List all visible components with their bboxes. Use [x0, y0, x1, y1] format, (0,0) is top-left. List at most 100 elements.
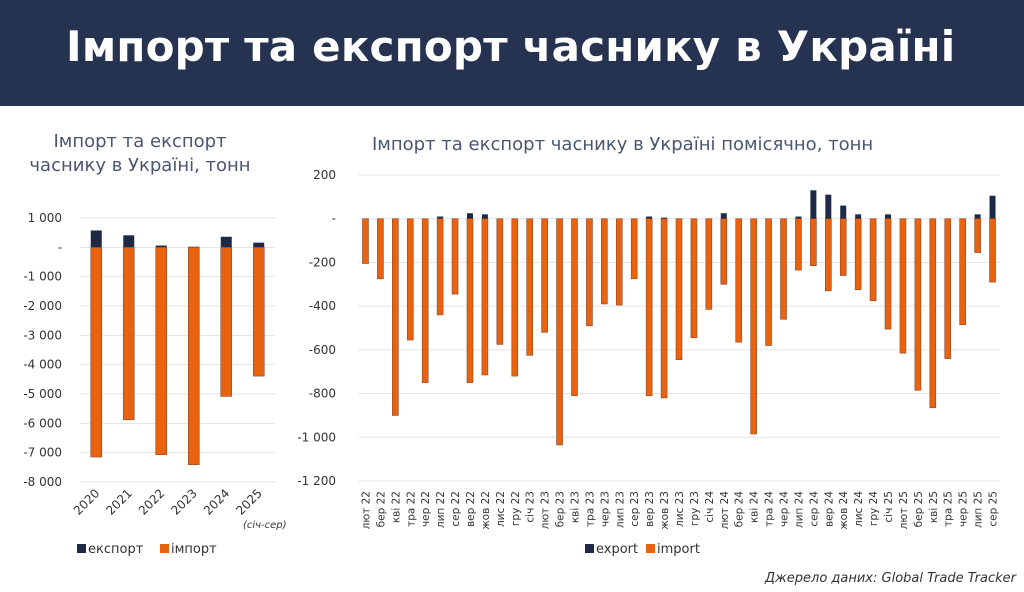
x-tick-label: січ 24: [704, 491, 716, 523]
import-bar: [556, 218, 563, 446]
legend-label-import: import: [657, 542, 700, 557]
import-bar: [571, 218, 578, 397]
y-tick-label: -3 000: [23, 328, 62, 342]
legend-swatch-export: [585, 544, 594, 553]
x-tick-label: жов 24: [838, 491, 850, 530]
import-bar: [155, 247, 168, 456]
import-bar: [392, 218, 399, 416]
import-bar: [914, 218, 922, 391]
x-tick-label: лип 23: [614, 491, 626, 528]
x-tick-label: тра 22: [405, 491, 417, 527]
x-tick-label: лис 23: [674, 491, 686, 527]
import-bar: [252, 247, 265, 377]
export-bar: [989, 195, 996, 219]
y-tick-label: -2 000: [23, 299, 62, 313]
export-bar: [646, 216, 653, 219]
import-bar: [466, 218, 474, 383]
export-bar: [253, 242, 265, 248]
x-tick-label: бер 25: [913, 491, 925, 527]
import-bar: [187, 247, 200, 465]
import-bar: [421, 218, 429, 383]
x-tick-label: гру 23: [689, 491, 701, 526]
x-tick-label: сер 22: [450, 491, 462, 527]
y-tick-label: -6 000: [23, 416, 62, 430]
x-tick-label: чер 25: [958, 491, 970, 527]
x-tick-label: січ 25: [883, 491, 895, 523]
legend-swatch-import: [646, 544, 655, 553]
import-bar: [854, 218, 862, 291]
x-tick-label: лип 22: [435, 491, 447, 528]
x-tick-label: 2020: [71, 486, 102, 517]
x-tick-label: лют 22: [360, 491, 372, 529]
x-tick-label: тра 25: [943, 491, 955, 527]
x-tick-label: 2022: [136, 486, 167, 517]
x-tick-label: сер 25: [988, 491, 1000, 527]
import-bar: [974, 218, 981, 253]
import-bar: [436, 218, 444, 316]
export-bar: [974, 214, 981, 219]
y-tick-label: -8 000: [23, 475, 62, 489]
x-tick-label: тра 23: [584, 491, 596, 527]
x-tick-label: бер 23: [555, 491, 567, 527]
import-bar: [586, 218, 593, 327]
import-bar: [944, 218, 952, 359]
y-tick-label: -4 000: [23, 358, 62, 372]
export-bar: [155, 245, 167, 248]
import-bar: [839, 218, 847, 276]
import-bar: [220, 247, 233, 397]
y-tick-label: -: [332, 212, 336, 226]
export-bar: [810, 190, 817, 219]
import-bar: [601, 218, 608, 305]
monthly-chart-title: Імпорт та експорт часнику в Україні помі…: [372, 134, 874, 155]
source-note: Джерело даних: Global Trade Tracker: [764, 571, 1016, 586]
y-tick-label: -800: [309, 387, 336, 401]
export-bar: [466, 213, 473, 219]
import-bar: [884, 218, 892, 330]
x-tick-label: гру 22: [510, 491, 522, 526]
import-bar: [720, 218, 728, 285]
export-bar: [437, 216, 444, 219]
x-tick-label: кві 24: [749, 491, 761, 523]
y-tick-label: 1 000: [28, 211, 62, 225]
import-bar: [496, 218, 504, 345]
import-bar: [90, 247, 103, 458]
import-bar: [526, 218, 533, 356]
export-bar: [220, 236, 232, 248]
x-tick-label: лип 24: [793, 491, 805, 528]
y-tick-label: -7 000: [23, 446, 62, 460]
export-bar: [481, 214, 488, 219]
import-bar: [899, 218, 907, 354]
y-tick-label: -200: [309, 255, 336, 269]
import-bar: [660, 218, 668, 399]
y-tick-label: -1 000: [297, 430, 336, 444]
x-tick-label: 2024: [201, 486, 232, 517]
import-bar: [869, 218, 877, 301]
legend-label-export: експорт: [88, 542, 144, 557]
legend-swatch-export: [77, 544, 86, 553]
x-tick-note: (січ-сер): [243, 519, 287, 531]
x-tick-label: лют 25: [898, 491, 910, 529]
y-tick-label: -5 000: [23, 387, 62, 401]
x-tick-label: жов 22: [480, 491, 492, 530]
export-bar: [825, 194, 832, 219]
import-bar: [630, 218, 638, 280]
x-tick-label: вер 23: [644, 491, 656, 527]
x-tick-label: бер 24: [734, 491, 746, 528]
x-tick-label: кві 25: [928, 491, 940, 523]
y-tick-label: -: [58, 240, 62, 254]
x-tick-label: чер 23: [599, 491, 611, 527]
x-tick-label: чер 22: [420, 491, 432, 527]
import-bar: [750, 218, 757, 435]
x-tick-label: лют 23: [540, 491, 552, 529]
export-bar: [885, 214, 892, 219]
x-tick-label: гру 24: [868, 491, 880, 526]
export-bar: [90, 230, 102, 248]
y-tick-label: 200: [313, 168, 336, 182]
x-tick-label: лип 25: [973, 491, 985, 528]
x-tick-label: лют 24: [719, 491, 731, 530]
header-banner: Імпорт та експорт часнику в Україні: [0, 0, 1024, 106]
import-bar: [377, 218, 384, 280]
import-bar: [989, 218, 996, 283]
x-tick-label: жов 23: [659, 491, 671, 530]
import-bar: [122, 247, 135, 421]
